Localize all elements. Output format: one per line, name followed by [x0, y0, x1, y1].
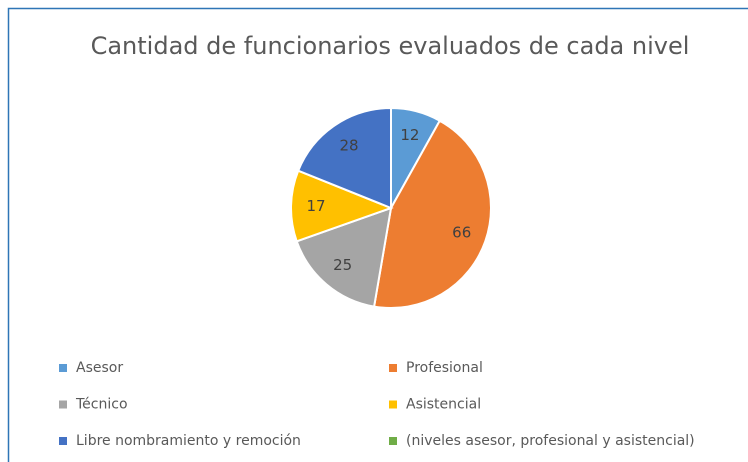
legend-label: (niveles asesor, profesional y asistenci…: [406, 433, 695, 449]
data-label: 66: [452, 223, 471, 241]
data-label: 28: [339, 136, 358, 154]
legend-label: Profesional: [406, 360, 483, 376]
legend-swatch: [389, 437, 397, 445]
legend-label: Libre nombramiento y remoción: [76, 433, 301, 449]
pie-slice: [372, 119, 492, 309]
legend-swatch: [389, 400, 397, 409]
legend-label: Técnico: [75, 397, 128, 413]
data-label: 17: [306, 197, 325, 215]
legend-swatch: [59, 400, 67, 409]
chart-title: Cantidad de funcionarios evaluados de ca…: [91, 32, 690, 60]
legend-label: Asistencial: [406, 397, 481, 413]
legend-swatch: [59, 364, 67, 372]
data-label: 12: [400, 126, 419, 144]
legend-swatch: [389, 364, 397, 372]
pie-slice: [295, 206, 393, 308]
pie-slice: [290, 169, 394, 243]
legend-label: Asesor: [76, 360, 123, 376]
data-label: 25: [333, 256, 352, 274]
legend-swatch: [59, 437, 67, 445]
pie-slice: [296, 106, 392, 210]
